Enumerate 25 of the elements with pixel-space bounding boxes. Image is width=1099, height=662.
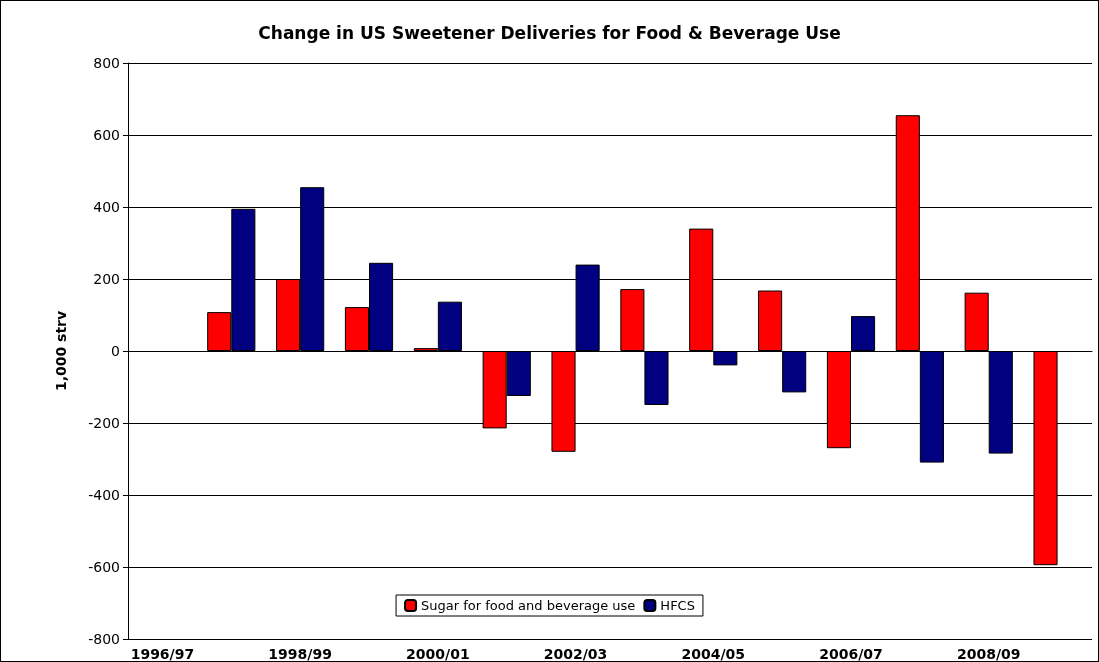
y-tick-label: 200 xyxy=(93,271,120,287)
legend-label: Sugar for food and beverage use xyxy=(421,598,636,613)
y-tick-label: 800 xyxy=(93,55,120,71)
y-tick-label: -800 xyxy=(88,631,120,647)
x-tick-label: 2002/03 xyxy=(543,646,608,662)
bar xyxy=(851,316,876,351)
bar xyxy=(758,290,783,351)
y-tick-label: 0 xyxy=(111,343,120,359)
bar xyxy=(713,351,738,366)
y-tick-label: -600 xyxy=(88,559,120,575)
legend-label: HFCS xyxy=(660,598,695,613)
y-tick-label: 400 xyxy=(93,199,120,215)
chart-title: Change in US Sweetener Deliveries for Food & Beverage Use xyxy=(258,22,841,43)
x-tick-label: 2004/05 xyxy=(681,646,746,662)
x-tick-label: 2000/01 xyxy=(406,646,470,662)
y-tick-label: -200 xyxy=(88,415,120,431)
x-tick-label: 1996/97 xyxy=(130,646,195,662)
x-tick-label: 2006/07 xyxy=(819,646,883,662)
y-tick-label: -400 xyxy=(88,487,120,503)
x-tick-label: 1998/99 xyxy=(268,646,332,662)
x-tick-label: 2008/09 xyxy=(956,646,1021,662)
y-tick-label: 600 xyxy=(93,127,120,143)
y-axis-title: 1,000 strv xyxy=(53,310,69,392)
bar xyxy=(782,351,807,393)
bar xyxy=(964,292,989,351)
